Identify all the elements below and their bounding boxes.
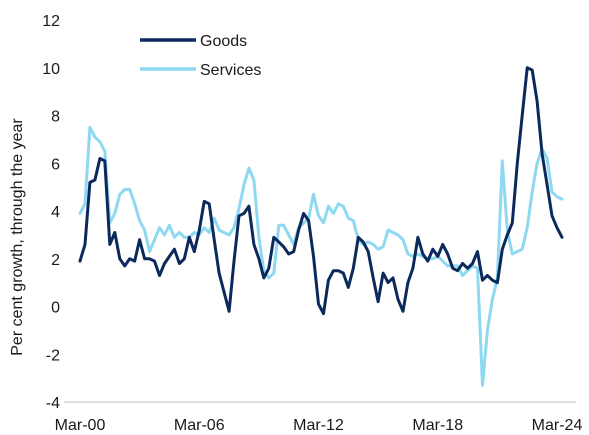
series-line-goods: [78, 66, 564, 316]
y-tick-label: 0: [51, 300, 60, 317]
legend: Goods Services: [140, 33, 261, 79]
y-axis-ticks: -4 -2 0 2 4 6 8 10 12: [42, 13, 60, 412]
y-tick-label: -4: [46, 395, 60, 412]
legend-label-goods: Goods: [200, 33, 247, 50]
x-tick-label: Mar-18: [412, 417, 463, 434]
y-tick-label: 8: [51, 109, 60, 126]
y-axis-label-group: Per cent growth, through the year: [9, 118, 26, 356]
x-tick-label: Mar-00: [55, 417, 106, 434]
y-tick-label: 12: [42, 13, 60, 30]
series-line-services: [78, 125, 564, 387]
y-tick-label: -2: [46, 347, 60, 364]
y-tick-label: 10: [42, 61, 60, 78]
y-tick-label: 2: [51, 252, 60, 269]
x-tick-label: Mar-06: [174, 417, 225, 434]
legend-label-services: Services: [200, 62, 261, 79]
y-tick-label: 4: [51, 204, 60, 221]
x-tick-label: Mar-12: [293, 417, 344, 434]
x-axis: Mar-00 Mar-06 Mar-12 Mar-18 Mar-24: [55, 401, 583, 434]
y-axis-label: Per cent growth, through the year: [9, 118, 26, 356]
series-layer: [78, 66, 564, 387]
y-tick-label: 6: [51, 156, 60, 173]
x-tick-label: Mar-24: [532, 417, 583, 434]
